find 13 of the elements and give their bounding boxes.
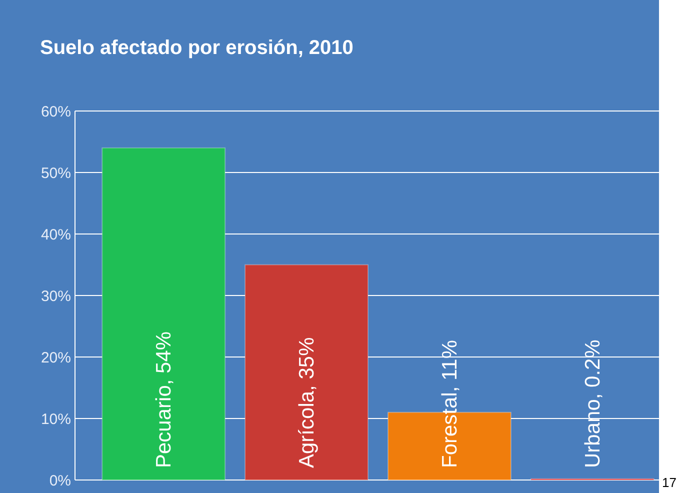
data-label: Agrícola, 35%: [296, 337, 319, 468]
y-tick-label: 60%: [40, 103, 71, 120]
y-tick-label: 10%: [40, 410, 71, 428]
data-label: Urbano, 0.2%: [581, 340, 604, 468]
y-tick-label: 50%: [40, 164, 71, 182]
text: 17: [662, 475, 676, 490]
data-label: Forestal, 11%: [438, 340, 462, 468]
data-label: Pecuario, 54%: [152, 331, 176, 468]
y-tick-label: 30%: [40, 288, 71, 305]
chart-title: Suelo afectado por erosión, 2010: [40, 37, 354, 59]
y-tick-label: 20%: [40, 349, 71, 366]
y-tick-label: 40%: [40, 226, 71, 244]
y-tick-label: 0%: [49, 472, 71, 490]
